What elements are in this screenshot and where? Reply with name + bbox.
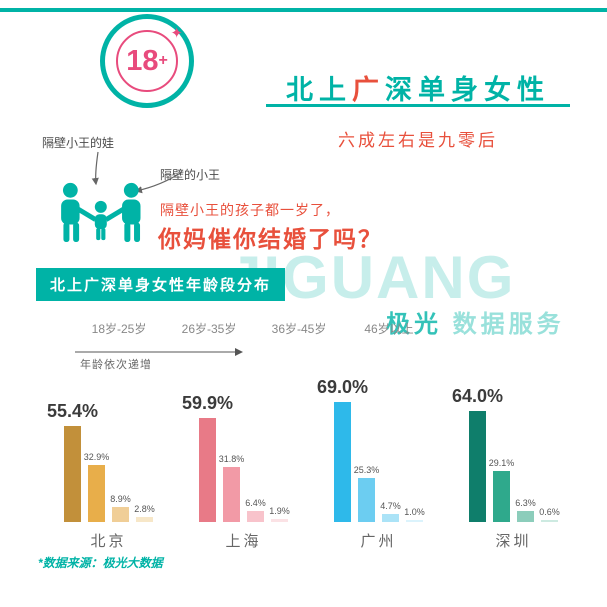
- legend-item-2: 26岁-35岁: [181, 322, 237, 336]
- chart-group: 64.0% 29.1% 6.3% 0.6% 深圳: [452, 372, 560, 551]
- bar: [88, 465, 105, 522]
- bar-column: 6.3%: [515, 498, 536, 522]
- family-illustration: [61, 182, 141, 242]
- bar: [223, 467, 240, 522]
- bar-column: 0.6%: [539, 507, 560, 522]
- subtitle: 六成左右是九零后: [338, 131, 498, 150]
- bar-value-label: 31.8%: [218, 454, 245, 464]
- bar: [247, 511, 264, 522]
- bar: [334, 402, 351, 522]
- watermark-suffix: 数据服务: [452, 311, 565, 338]
- bar-value-label: 25.3%: [353, 465, 380, 475]
- bar-column: 32.9%: [84, 452, 109, 522]
- legend-item-1: 18岁-25岁: [91, 322, 147, 336]
- bar-value-label: 59.9%: [181, 393, 234, 413]
- bar: [112, 507, 129, 522]
- legend: 18岁-25岁 26岁-35岁 36岁-45岁 46岁以上: [88, 320, 420, 337]
- legend-item-3: 36岁-45岁: [271, 322, 327, 336]
- bar-column: 4.7%: [380, 501, 401, 522]
- bar-column: 31.8%: [219, 454, 244, 522]
- bar-column: 25.3%: [354, 465, 379, 522]
- title-part3: 深单身女性: [385, 75, 550, 105]
- bar-value-label: 6.4%: [245, 498, 266, 508]
- bar: [64, 426, 81, 522]
- bars-row: 59.9% 31.8% 6.4% 1.9%: [182, 372, 290, 522]
- bar-column: 59.9%: [182, 393, 233, 522]
- top-divider: [0, 8, 607, 12]
- bar-value-label: 32.9%: [83, 452, 110, 462]
- bar: [358, 478, 375, 522]
- bar: [199, 418, 216, 522]
- title-part2: 广: [352, 75, 385, 105]
- bar: [517, 511, 534, 522]
- age-18-badge-inner: 18 + ✦: [116, 25, 183, 92]
- bar: [271, 519, 288, 522]
- bar-value-label: 29.1%: [488, 458, 515, 468]
- bar-value-label: 55.4%: [46, 401, 99, 421]
- bars-row: 69.0% 25.3% 4.7% 1.0%: [317, 372, 425, 522]
- bar-value-label: 1.0%: [404, 507, 425, 517]
- bar: [541, 520, 558, 522]
- bar-chart: 55.4% 32.9% 8.9% 2.8% 北京 59.9% 31.8% 6.4% 1.9% 上海…: [47, 372, 560, 551]
- bar-value-label: 4.7%: [380, 501, 401, 511]
- bar: [382, 514, 399, 522]
- badge-number: 18: [126, 44, 159, 77]
- bar: [469, 411, 486, 522]
- bar-value-label: 1.9%: [269, 506, 290, 516]
- age-18-badge: 18 + ✦: [100, 14, 194, 108]
- bar-value-label: 6.3%: [515, 498, 536, 508]
- caption-line1: 隔壁小王的孩子都一岁了，: [160, 202, 340, 218]
- bar-value-label: 2.8%: [134, 504, 155, 514]
- bar-column: 6.4%: [245, 498, 266, 522]
- bar-column: 64.0%: [452, 386, 503, 522]
- caption-line2: 你妈催你结婚了吗？: [158, 226, 383, 252]
- section-banner: 北上广深单身女性年龄段分布: [36, 268, 286, 301]
- bars-row: 55.4% 32.9% 8.9% 2.8%: [47, 372, 155, 522]
- bar-column: 1.9%: [269, 506, 290, 522]
- bar-column: 8.9%: [110, 494, 131, 522]
- age-increase-arrow-icon: [75, 348, 243, 356]
- bar-column: 55.4%: [47, 401, 98, 522]
- data-source: *数据来源：极光大数据: [38, 556, 163, 570]
- bar: [136, 517, 153, 522]
- bar-column: 29.1%: [489, 458, 514, 522]
- bar-value-label: 64.0%: [451, 386, 504, 406]
- bar-column: 2.8%: [134, 504, 155, 522]
- child-annotation-label: 隔壁小王的娃: [42, 136, 115, 150]
- bar: [493, 471, 510, 522]
- bar-column: 1.0%: [404, 507, 425, 522]
- badge-plus: +: [158, 52, 168, 69]
- annotation-arrows-icon: [91, 151, 183, 194]
- neighbor-annotation-label: 隔壁的小王: [160, 168, 221, 182]
- title-underline: [266, 104, 570, 107]
- bar-column: 69.0%: [317, 377, 368, 522]
- city-label: 深圳: [495, 533, 532, 550]
- bar-value-label: 0.6%: [539, 507, 560, 517]
- chart-group: 69.0% 25.3% 4.7% 1.0% 广州: [317, 372, 425, 551]
- chart-group: 59.9% 31.8% 6.4% 1.9% 上海: [182, 372, 290, 551]
- city-label: 北京: [90, 533, 127, 550]
- bars-row: 64.0% 29.1% 6.3% 0.6%: [452, 372, 560, 522]
- bar-value-label: 69.0%: [316, 377, 369, 397]
- title-part1: 北上: [286, 75, 352, 105]
- bar: [406, 520, 423, 522]
- bar-value-label: 8.9%: [110, 494, 131, 504]
- city-label: 广州: [360, 533, 397, 550]
- legend-item-4: 46岁以上: [364, 322, 414, 336]
- page-title: 北上广深单身女性: [262, 68, 574, 107]
- city-label: 上海: [225, 533, 262, 550]
- chart-group: 55.4% 32.9% 8.9% 2.8% 北京: [47, 372, 155, 551]
- sparkle-icon: ✦: [170, 25, 183, 42]
- legend-note: 年龄依次递增: [80, 359, 152, 371]
